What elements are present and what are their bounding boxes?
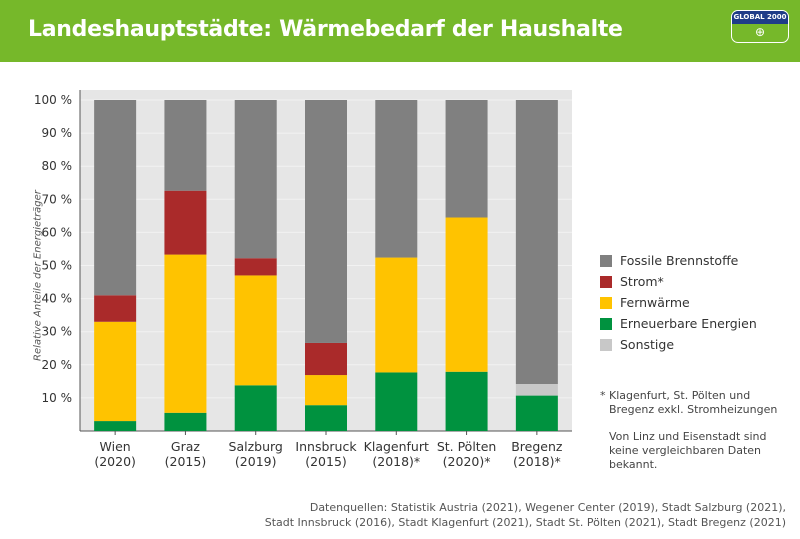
missing-data-note: Von Linz und Eisenstadt sind keine vergl… [609, 430, 767, 471]
legend: Fossile Brennstoffe Strom* Fernwärme Erneue… [600, 250, 757, 355]
global2000-logo: GLOBAL 2000 ⊕ [731, 10, 789, 43]
legend-label: Strom* [620, 274, 664, 289]
x-tick-label: Salzburg [229, 439, 283, 454]
legend-label: Fossile Brennstoffe [620, 253, 739, 268]
legend-label: Sonstige [620, 337, 675, 352]
x-tick-label: (2015) [305, 454, 347, 469]
legend-label: Erneuerbare Energien [620, 316, 757, 331]
bar-segment [164, 254, 207, 413]
globe-icon: ⊕ [754, 25, 766, 39]
y-tick-label: 80 % [42, 159, 73, 173]
bar-segment [515, 395, 558, 431]
x-tick-label: (2020) [94, 454, 136, 469]
x-tick-label: Klagenfurt [364, 439, 429, 454]
bar-segment [234, 258, 277, 276]
bar-segment [94, 295, 137, 322]
bar-segment [445, 100, 488, 218]
bar-segment [515, 100, 558, 384]
bar-segment [234, 100, 277, 259]
bar-segment [164, 100, 207, 191]
bar-segment [305, 342, 347, 376]
y-tick-label: 40 % [42, 292, 73, 306]
x-tick-label: (2019) [235, 454, 277, 469]
bar-segment [234, 385, 277, 431]
bar-segment [164, 190, 207, 255]
x-tick-label: (2018)* [372, 454, 420, 469]
y-tick-label: 60 % [42, 225, 73, 239]
y-tick-label: 10 % [42, 391, 73, 405]
legend-swatch [600, 296, 612, 309]
bar-segment [94, 100, 137, 296]
bar-segment [164, 412, 207, 431]
bar-segment [375, 257, 418, 373]
y-tick-label: 20 % [42, 358, 73, 372]
legend-swatch [600, 338, 612, 351]
x-tick-label: Bregenz [511, 439, 563, 454]
legend-swatch [600, 275, 612, 288]
header-bar: Landeshauptstädte: Wärmebedarf der Haush… [0, 0, 800, 62]
legend-item: Fossile Brennstoffe [600, 250, 757, 271]
footnote: * Klagenfurt, St. Pölten und Bregenz exk… [600, 389, 778, 416]
legend-label: Fernwärme [620, 295, 690, 310]
bar-segment [375, 100, 418, 258]
legend-item: Sonstige [600, 334, 757, 355]
x-tick-label: (2018)* [513, 454, 561, 469]
x-tick-label: Innsbruck [295, 439, 357, 454]
y-tick-label: 100 % [34, 93, 72, 107]
bar-segment [305, 100, 347, 343]
legend-swatch [600, 317, 612, 330]
bar-segment [94, 421, 137, 431]
legend-item: Strom* [600, 271, 757, 292]
y-axis-label: Relative Anteile der Energieträger [32, 190, 44, 361]
y-tick-label: 50 % [42, 259, 73, 273]
y-tick-label: 30 % [42, 325, 73, 339]
y-tick-label: 70 % [42, 192, 73, 206]
bar-segment [445, 217, 488, 372]
x-tick-label: (2020)* [443, 454, 491, 469]
legend-swatch [600, 254, 612, 267]
legend-item: Fernwärme [600, 292, 757, 313]
bar-segment [445, 371, 488, 431]
stacked-bar-chart: 10 % 20 % 30 % 40 % 50 % 60 % 70 % 80 % 90 % 100 … [34, 90, 572, 469]
x-tick-label: St. Pölten [437, 439, 497, 454]
page-title: Landeshauptstädte: Wärmebedarf der Haush… [28, 17, 623, 42]
bar-segment [94, 321, 137, 422]
bar-segment [305, 375, 347, 406]
bar-segment [515, 383, 558, 396]
x-tick-label: (2015) [165, 454, 207, 469]
legend-item: Erneuerbare Energien [600, 313, 757, 334]
bar-segment [305, 405, 347, 431]
x-tick-label: Wien [100, 439, 131, 454]
x-tick-label: Graz [171, 439, 200, 454]
source-note: Datenquellen: Statistik Austria (2021), … [264, 501, 786, 529]
bar-segment [375, 372, 418, 431]
y-tick-label: 90 % [42, 126, 73, 140]
bar-segment [234, 275, 277, 386]
